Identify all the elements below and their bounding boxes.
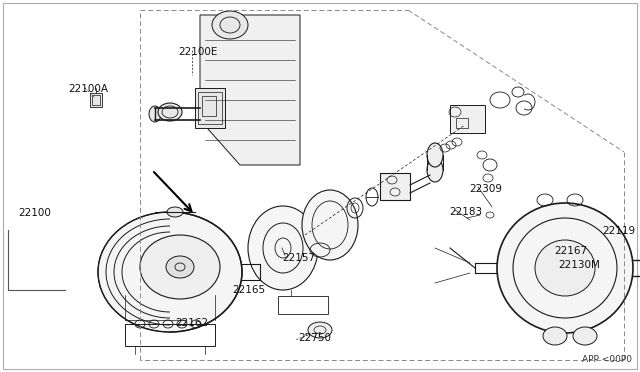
Text: 22162: 22162 (175, 318, 208, 328)
Ellipse shape (166, 256, 194, 278)
Bar (90, 93, 102, 107)
Text: 22167: 22167 (554, 246, 587, 256)
Ellipse shape (212, 11, 248, 39)
Polygon shape (380, 173, 410, 200)
Text: 22309: 22309 (469, 184, 502, 194)
Ellipse shape (248, 206, 318, 290)
Bar (202, 96, 216, 116)
Ellipse shape (158, 103, 182, 121)
Ellipse shape (167, 207, 183, 217)
Text: 22750: 22750 (298, 333, 331, 343)
Text: 22157: 22157 (282, 253, 315, 263)
Bar (456, 118, 468, 128)
Ellipse shape (140, 235, 220, 299)
Polygon shape (200, 15, 300, 165)
Text: APP <00P0: APP <00P0 (582, 355, 632, 364)
Ellipse shape (535, 240, 595, 296)
Bar (278, 296, 328, 314)
Ellipse shape (98, 212, 242, 332)
Ellipse shape (302, 190, 358, 260)
Text: 22100: 22100 (18, 208, 51, 218)
Bar (125, 324, 215, 346)
Ellipse shape (573, 327, 597, 345)
Ellipse shape (497, 203, 633, 333)
Ellipse shape (149, 106, 161, 122)
Ellipse shape (543, 327, 567, 345)
Text: 22100A: 22100A (68, 84, 108, 94)
Ellipse shape (308, 322, 332, 338)
Bar (92, 95, 100, 105)
Text: 22183: 22183 (449, 207, 482, 217)
Bar (195, 88, 225, 128)
Text: 22100E: 22100E (178, 47, 218, 57)
Ellipse shape (427, 158, 443, 182)
Text: 22165: 22165 (232, 285, 265, 295)
Bar (450, 105, 485, 133)
Text: 22119: 22119 (602, 226, 635, 236)
Text: 22130M: 22130M (558, 260, 600, 270)
Bar (198, 92, 222, 124)
Ellipse shape (427, 143, 443, 167)
